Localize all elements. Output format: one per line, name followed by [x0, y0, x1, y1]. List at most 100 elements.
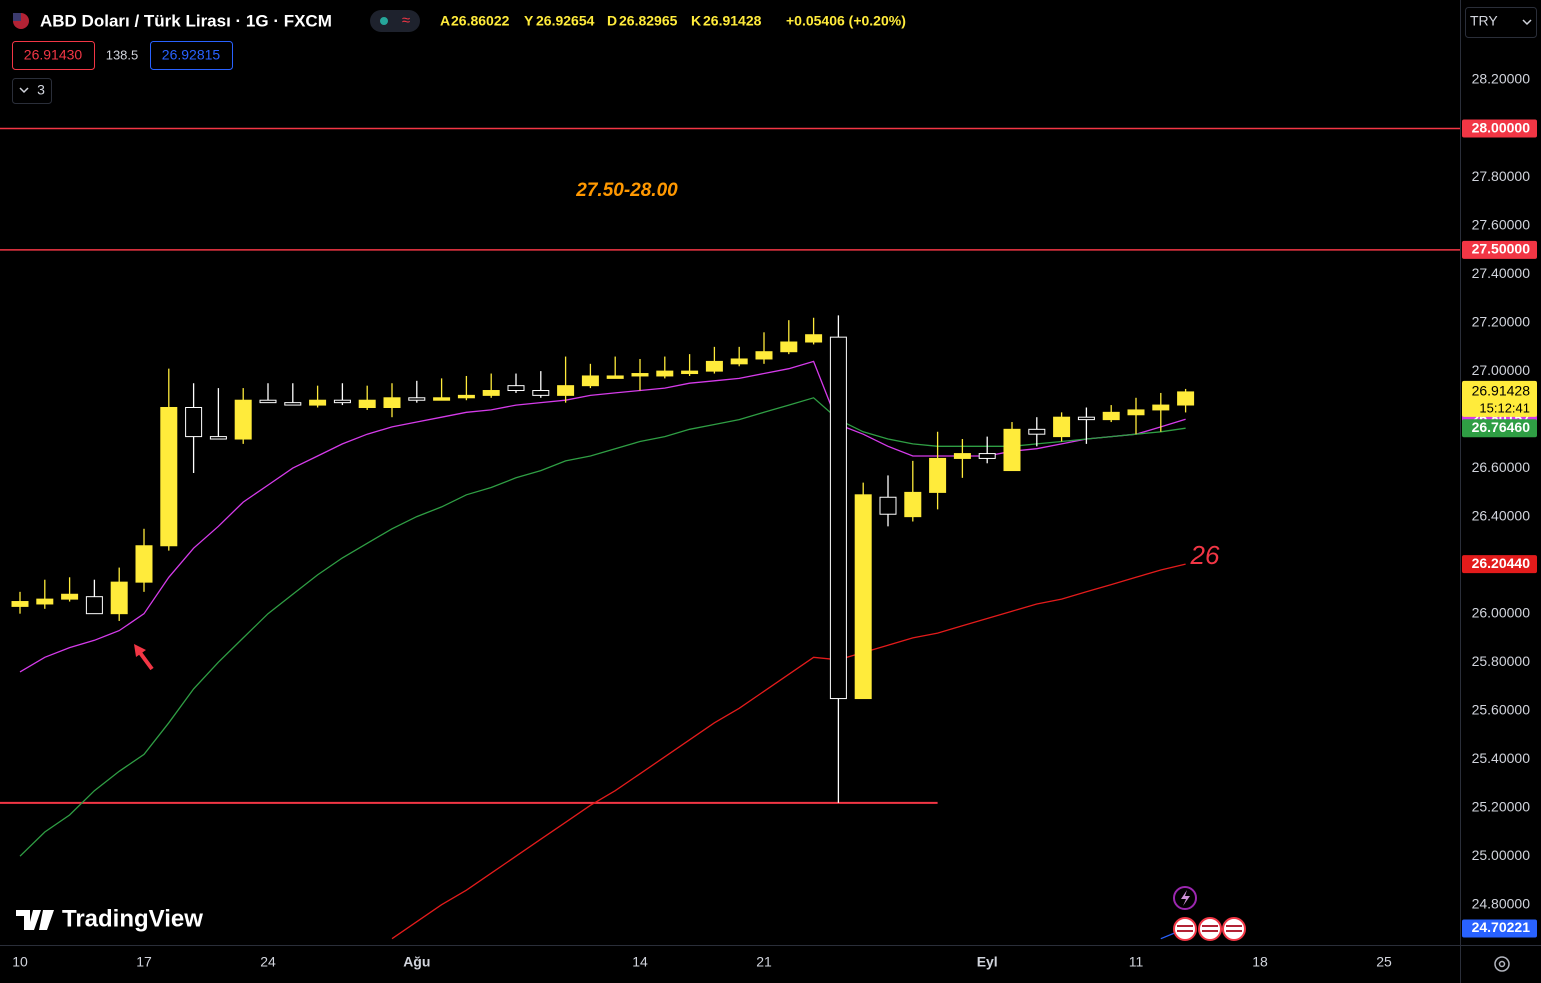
candle-body — [730, 358, 748, 365]
ohlc-value: 26.82965 — [619, 13, 678, 29]
status-pill[interactable] — [370, 10, 420, 32]
range-annotation: 27.50-28.00 — [575, 180, 678, 201]
arrow-annotation — [134, 644, 154, 671]
y-tick-label: 26.60000 — [1472, 459, 1531, 475]
axis-layer: 24.80000 25.00000 25.20000 25.40000 25.60000… — [12, 71, 1537, 970]
level-annotation: 26 — [1190, 540, 1220, 570]
indicator-tag-bg — [1462, 919, 1537, 938]
y-tick-label: 24.80000 — [1472, 895, 1531, 911]
buy-button[interactable] — [150, 41, 233, 70]
x-tick-label: Eyl — [977, 954, 998, 970]
settings[interactable] — [1494, 956, 1510, 972]
plot-layer — [0, 127, 1460, 940]
candle-body — [135, 545, 153, 583]
candle-body — [11, 601, 29, 607]
indicator-tag-bg — [1462, 555, 1537, 574]
ohlc-value: 26.86022 — [451, 13, 510, 29]
market-open-dot — [380, 17, 388, 25]
lightning-icon — [1181, 890, 1190, 906]
candle-body — [1053, 416, 1071, 438]
x-tick-label: 14 — [632, 954, 648, 970]
indicators-toggle[interactable] — [12, 78, 52, 104]
candle-body — [606, 375, 624, 379]
candle-body — [854, 494, 872, 700]
logo-text: TradingView — [62, 905, 203, 932]
ohlc-value: 26.91428 — [703, 13, 762, 29]
logo: TradingView — [16, 905, 203, 932]
candle-body — [1177, 391, 1195, 406]
candle-body — [457, 394, 475, 399]
y-tick-label: 27.20000 — [1472, 313, 1531, 329]
candle-body — [333, 399, 351, 404]
y-tick-label: 25.00000 — [1472, 847, 1531, 863]
arrow-head — [134, 644, 146, 657]
indicator-line — [391, 563, 1186, 940]
logo-mark — [16, 910, 54, 930]
price-change: +0.05406 (+0.20%) — [786, 13, 906, 29]
candle-body — [681, 370, 699, 375]
ohlc-letter: A — [440, 13, 450, 29]
settings-icon[interactable] — [1494, 956, 1510, 972]
candle-body — [36, 598, 54, 605]
indicator-count: 3 — [37, 82, 45, 98]
indicator-line — [19, 397, 1186, 857]
event-flag[interactable] — [1222, 917, 1246, 941]
candle-body — [1102, 411, 1120, 421]
candle-body — [631, 373, 649, 377]
candle-body — [61, 593, 79, 600]
ohlc-letter: D — [607, 13, 617, 29]
countdown: 15:12:41 — [1479, 400, 1530, 415]
y-tick-label: 25.60000 — [1472, 701, 1531, 717]
candle-body — [383, 397, 401, 408]
y-tick-label: 26.00000 — [1472, 604, 1531, 620]
level-tag: 28.00000 — [1472, 119, 1531, 135]
sell-button[interactable] — [12, 41, 95, 70]
flag-stripes — [1177, 925, 1242, 932]
x-tick-label: 21 — [756, 954, 772, 970]
sell-price: 26.91430 — [24, 47, 83, 63]
candle-body — [581, 375, 599, 387]
symbol-header: ABD Doları / Türk Lirası · 1G · FXCM ≈ A… — [12, 7, 1537, 104]
candle-body — [433, 397, 451, 401]
candle-body — [85, 596, 103, 615]
x-tick-label: 11 — [1129, 954, 1144, 970]
events — [1173, 886, 1246, 941]
ohlc-letter: Y — [524, 13, 534, 29]
candle-body — [185, 406, 203, 438]
chevron-icon — [19, 87, 29, 94]
settings-icon-center — [1498, 960, 1506, 968]
candle-body — [284, 402, 302, 406]
candle-body — [656, 370, 674, 377]
symbol-title: ABD Doları / Türk Lirası · 1G · FXCM — [40, 11, 332, 30]
currency-dropdown[interactable] — [1465, 7, 1537, 38]
candle-body — [978, 453, 996, 459]
x-tick-label: 17 — [136, 954, 152, 970]
y-tick-label: 27.60000 — [1472, 216, 1531, 232]
candle-body — [507, 385, 525, 392]
y-tick-label: 27.00000 — [1472, 362, 1531, 378]
candle-body — [160, 406, 178, 547]
x-tick-label: 18 — [1252, 954, 1268, 970]
candle-body — [234, 399, 252, 440]
event-flag[interactable] — [1173, 917, 1197, 941]
candle-body — [805, 334, 823, 343]
x-tick-label: 10 — [12, 954, 28, 970]
candle-body — [259, 399, 277, 404]
candle-body — [110, 581, 128, 615]
x-tick-label: Ağu — [403, 954, 430, 970]
candle-body — [1127, 409, 1145, 416]
candle-body — [209, 436, 227, 440]
event-flag[interactable] — [1198, 917, 1222, 941]
ohlc-letter: K — [691, 13, 701, 29]
candle-body — [309, 399, 327, 406]
spread: 138.5 — [106, 47, 139, 62]
x-tick-label: 24 — [260, 954, 276, 970]
y-tick-label: 25.20000 — [1472, 798, 1531, 814]
candle-body — [780, 341, 798, 353]
x-tick-label: 25 — [1376, 954, 1392, 970]
candle-body — [705, 360, 723, 372]
last-price-tag: 26.91428 — [1472, 383, 1531, 399]
candle-body — [755, 351, 773, 360]
